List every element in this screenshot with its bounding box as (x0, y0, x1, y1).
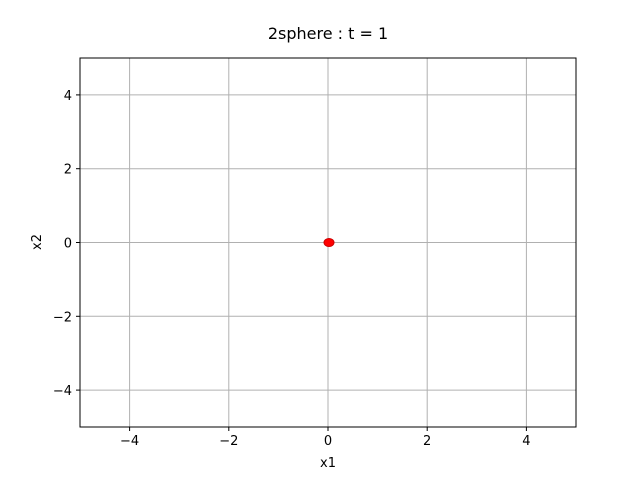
x-axis-ticks: −4 −2 0 2 4 (120, 427, 531, 449)
x-axis-label: x1 (320, 456, 336, 471)
y-tick-label: 0 (64, 237, 72, 252)
data-points (323, 238, 335, 247)
y-tick-label: 4 (64, 89, 72, 104)
y-tick-label: −2 (53, 310, 72, 325)
y-tick-label: −4 (53, 384, 72, 399)
data-point (323, 238, 335, 247)
grid-lines (80, 58, 576, 427)
x-tick-label: −2 (219, 434, 238, 449)
x-tick-label: −4 (120, 434, 139, 449)
x-tick-label: 4 (522, 434, 530, 449)
x-tick-label: 0 (324, 434, 332, 449)
chart-title: 2sphere : t = 1 (268, 24, 388, 43)
y-axis-label: x2 (30, 234, 45, 250)
y-tick-label: 2 (64, 163, 72, 178)
x-tick-label: 2 (423, 434, 431, 449)
y-axis-ticks: −4 −2 0 2 4 (53, 89, 80, 399)
